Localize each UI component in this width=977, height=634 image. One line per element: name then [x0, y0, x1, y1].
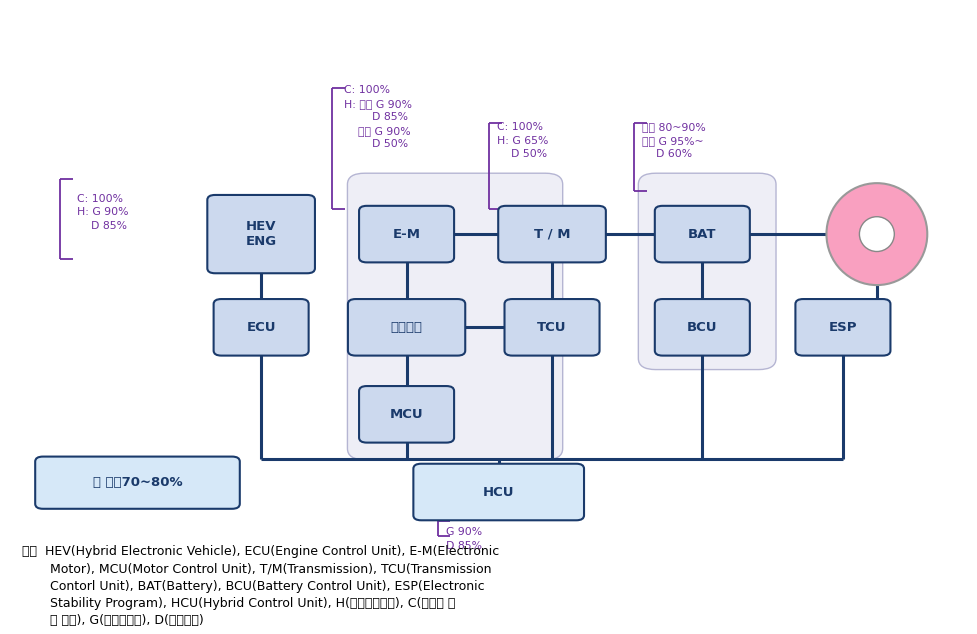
Ellipse shape	[826, 183, 926, 285]
Text: 전기제어: 전기제어	[390, 321, 422, 334]
Text: MCU: MCU	[390, 408, 423, 421]
Text: C: 100%
H: G 65%
    D 50%: C: 100% H: G 65% D 50%	[496, 122, 547, 159]
FancyBboxPatch shape	[655, 206, 749, 262]
FancyBboxPatch shape	[359, 386, 453, 443]
Text: BCU: BCU	[687, 321, 717, 334]
FancyBboxPatch shape	[794, 299, 889, 356]
Text: 주：  HEV(Hybrid Electronic Vehicle), ECU(Engine Control Unit), E-M(Electronic: 주： HEV(Hybrid Electronic Vehicle), ECU(E…	[21, 545, 498, 558]
FancyBboxPatch shape	[504, 299, 599, 356]
FancyBboxPatch shape	[213, 299, 309, 356]
Text: C: 100%
H: 단품 G 90%
        D 85%
    종합 G 90%
        D 50%: C: 100% H: 단품 G 90% D 85% 종합 G 90% D 50%	[343, 85, 411, 150]
Text: G 90%
D 85%: G 90% D 85%	[446, 527, 482, 551]
FancyBboxPatch shape	[359, 206, 453, 262]
Text: ECU: ECU	[246, 321, 276, 334]
FancyBboxPatch shape	[347, 173, 562, 460]
FancyBboxPatch shape	[348, 299, 465, 356]
Text: BAT: BAT	[688, 228, 716, 241]
FancyBboxPatch shape	[413, 463, 583, 521]
Text: 전 체：70~80%: 전 체：70~80%	[93, 476, 182, 489]
Text: Contorl Unit), BAT(Battery), BCU(Battery Control Unit), ESP(Electronic: Contorl Unit), BAT(Battery), BCU(Battery…	[21, 579, 484, 593]
Text: TCU: TCU	[536, 321, 567, 334]
Text: 단품 80~90%
종합 G 95%~
    D 60%: 단품 80~90% 종합 G 95%~ D 60%	[642, 122, 705, 159]
Text: ESP: ESP	[828, 321, 856, 334]
Text: Motor), MCU(Motor Control Unit), T/M(Transmission), TCU(Transmission: Motor), MCU(Motor Control Unit), T/M(Tra…	[21, 562, 490, 575]
Text: 용 부문), G(가솔린엔진), D(디젤엔진): 용 부문), G(가솔린엔진), D(디젤엔진)	[21, 614, 203, 628]
Text: E-M: E-M	[392, 228, 420, 241]
Text: HEV
ENG: HEV ENG	[245, 220, 276, 248]
Text: T / M: T / M	[533, 228, 570, 241]
FancyBboxPatch shape	[207, 195, 315, 273]
FancyBboxPatch shape	[497, 206, 605, 262]
FancyBboxPatch shape	[638, 173, 775, 370]
FancyBboxPatch shape	[655, 299, 749, 356]
FancyBboxPatch shape	[35, 456, 239, 509]
Text: C: 100%
H: G 90%
    D 85%: C: 100% H: G 90% D 85%	[77, 194, 128, 231]
Text: Stability Program), HCU(Hybrid Control Unit), H(하이브리드용), C(전통적 이: Stability Program), HCU(Hybrid Control U…	[21, 597, 454, 610]
Ellipse shape	[859, 217, 893, 252]
Text: HCU: HCU	[483, 486, 514, 498]
